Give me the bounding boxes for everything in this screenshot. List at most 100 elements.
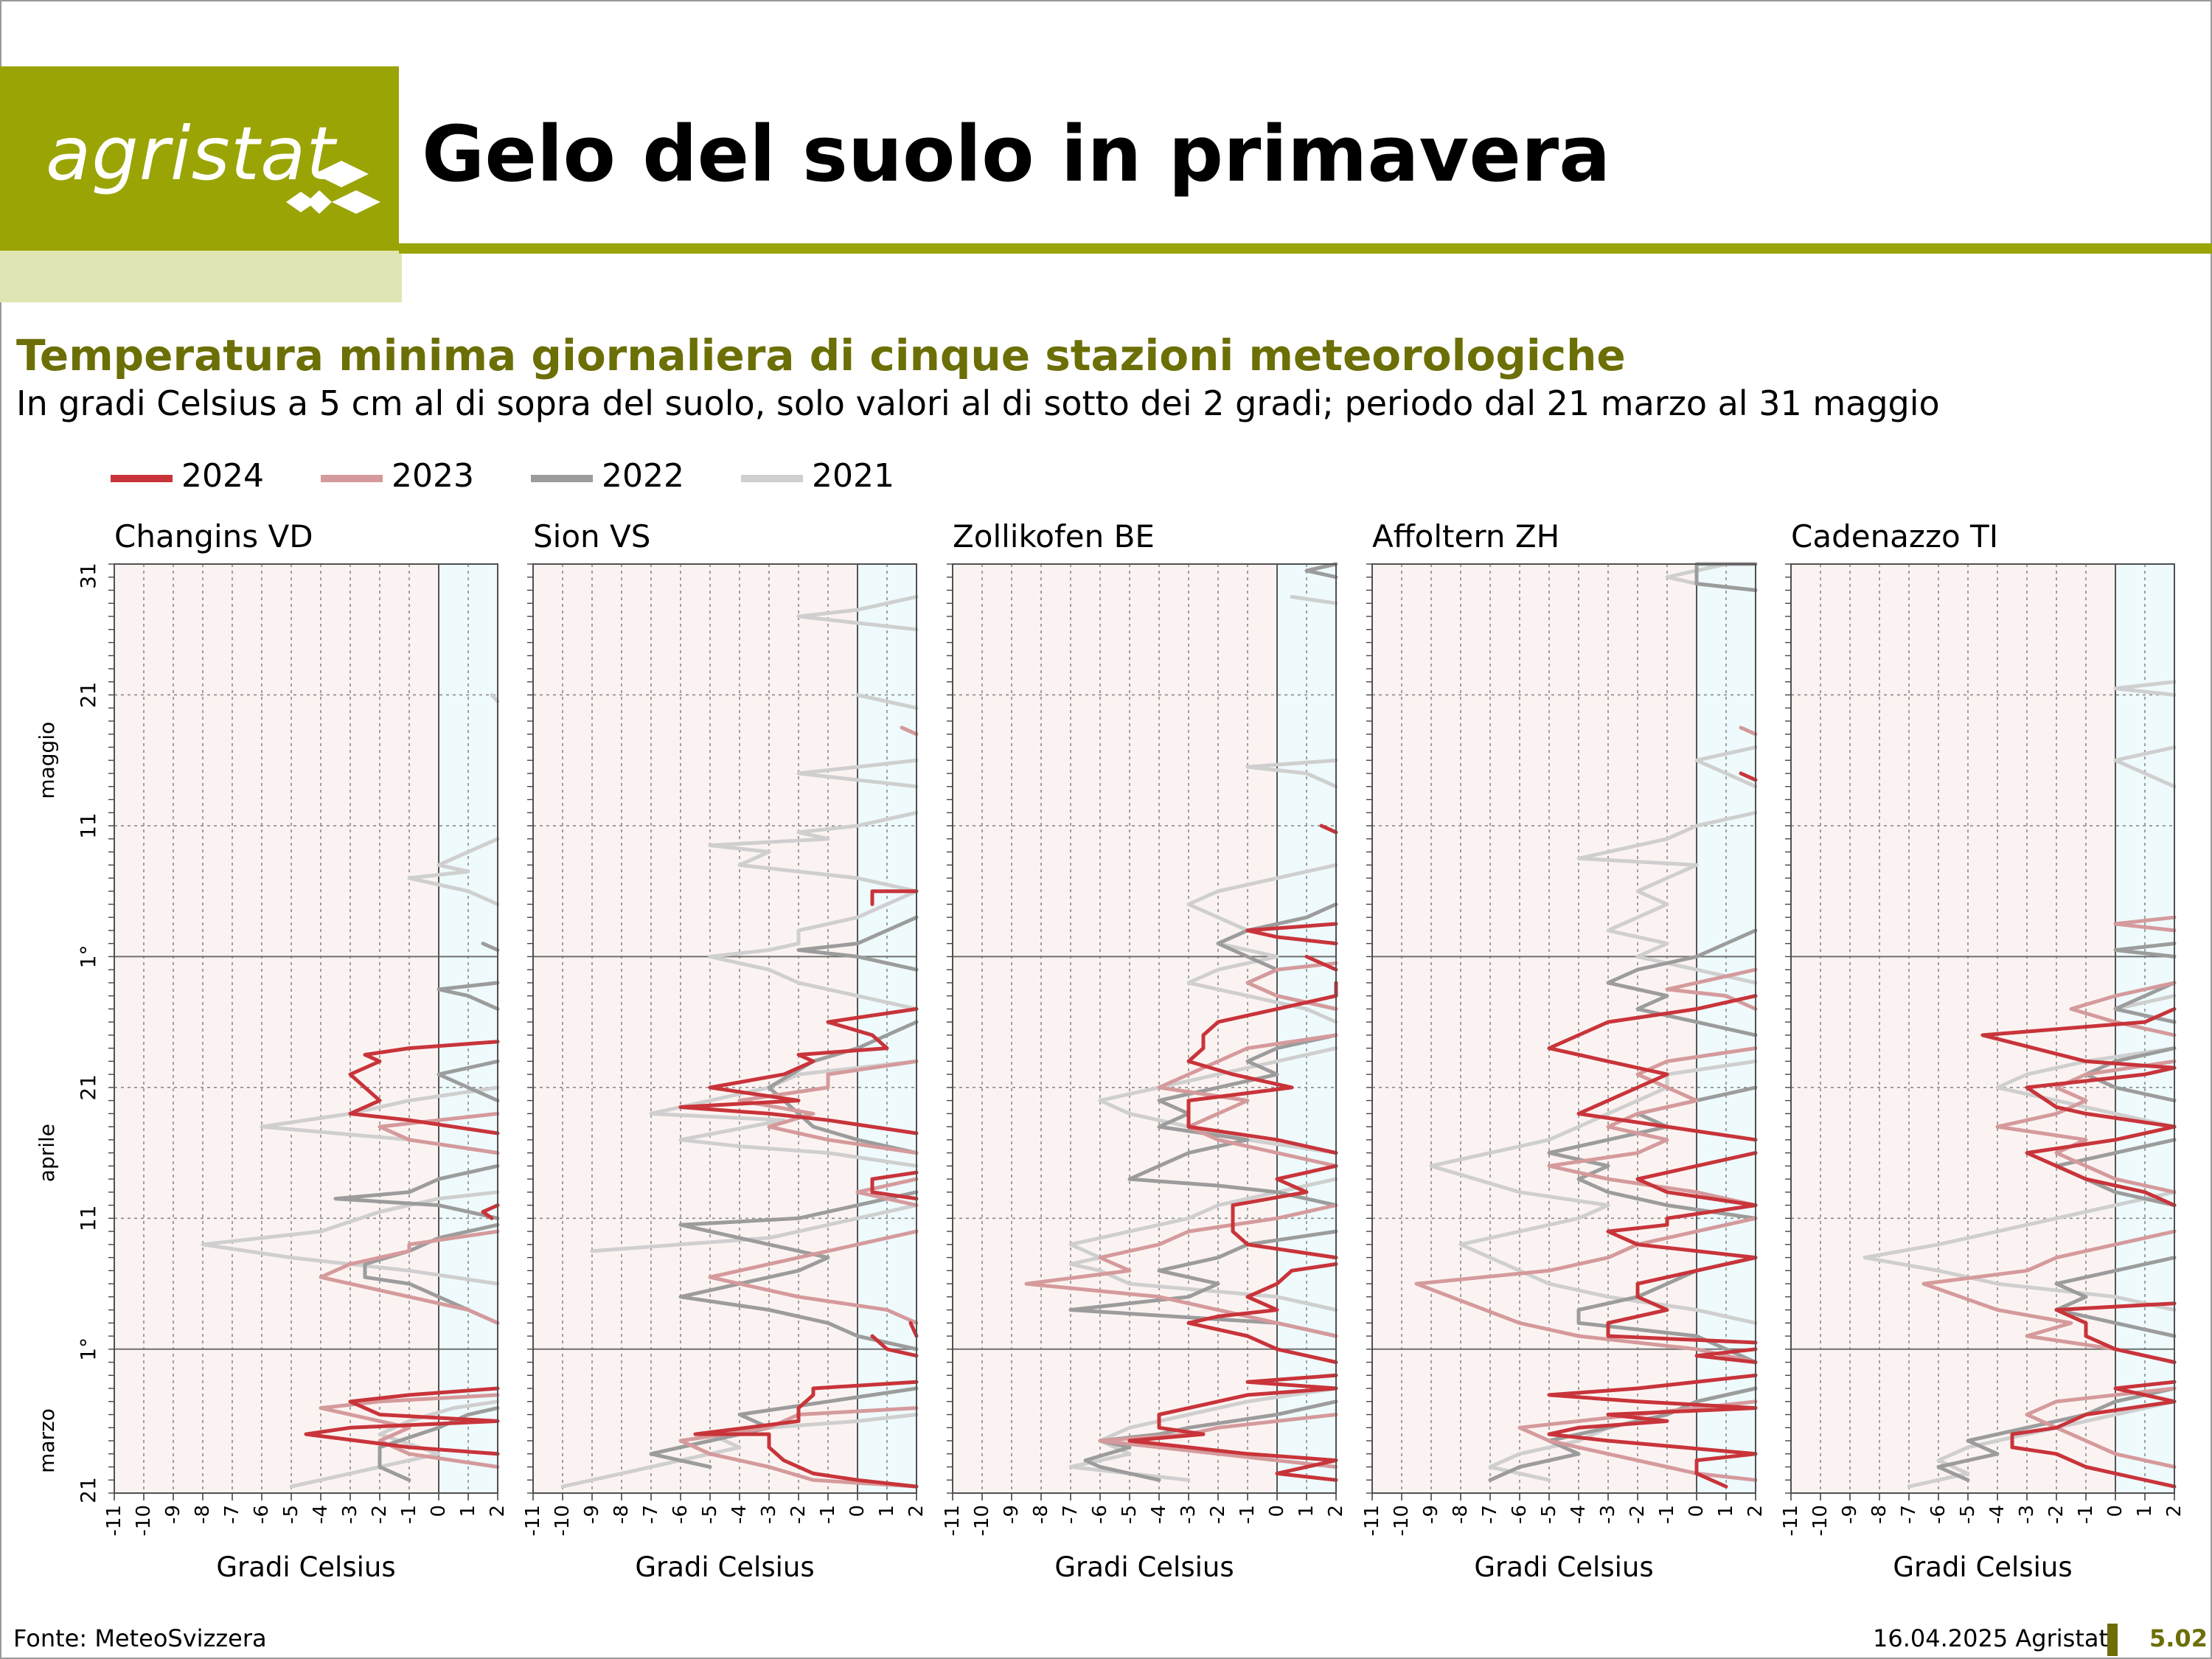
series-line-2021 bbox=[855, 693, 919, 710]
source-note: Fonte: MeteoSvizzera bbox=[13, 1624, 267, 1652]
series-line-2023 bbox=[319, 1229, 500, 1325]
series-line-2021 bbox=[1576, 810, 1758, 985]
x-tick-label: 1 bbox=[2134, 1505, 2156, 1517]
x-tick-label: -7 bbox=[1479, 1505, 1501, 1524]
plot-background bbox=[1372, 564, 1697, 1493]
y-tick-label: 1° bbox=[76, 1338, 100, 1361]
x-tick-label: -11 bbox=[1780, 1505, 1802, 1536]
x-tick-label: -11 bbox=[1361, 1505, 1383, 1536]
x-tick-label: -9 bbox=[581, 1505, 603, 1524]
series-line-2024 bbox=[693, 1380, 919, 1489]
x-tick-label: -5 bbox=[699, 1505, 721, 1524]
series-line-2023 bbox=[678, 1406, 919, 1489]
x-axis-label: Gradi Celsius bbox=[216, 1551, 395, 1583]
x-axis-label: Gradi Celsius bbox=[1474, 1551, 1653, 1583]
y-tick-label: 11 bbox=[76, 1206, 100, 1232]
x-tick-label: -4 bbox=[1148, 1505, 1170, 1524]
plot-frame bbox=[114, 563, 498, 1494]
series-line-2021 bbox=[1186, 863, 1338, 1024]
x-tick-label: -6 bbox=[669, 1505, 692, 1524]
series-line-2021 bbox=[1245, 758, 1338, 789]
y-tick-label: 21 bbox=[76, 1477, 100, 1503]
month-label: aprile bbox=[35, 1124, 59, 1182]
x-tick-label: -4 bbox=[728, 1505, 751, 1524]
series-line-2023 bbox=[2113, 915, 2177, 933]
legend-swatch bbox=[741, 475, 803, 482]
series-line-2022 bbox=[378, 1406, 500, 1482]
panel-title: Zollikofen BE bbox=[953, 518, 1155, 554]
series-line-2021 bbox=[649, 1059, 919, 1168]
x-tick-label: 1 bbox=[457, 1505, 479, 1517]
series-line-2024 bbox=[678, 1006, 919, 1135]
panel-title: Cadenazzo TI bbox=[1791, 518, 1998, 554]
y-tick-label: 21 bbox=[76, 1074, 100, 1101]
x-tick-label: 2 bbox=[1325, 1505, 1347, 1517]
series-line-2022 bbox=[1936, 1386, 2177, 1482]
series-line-2022 bbox=[363, 1222, 500, 1325]
series-line-2021 bbox=[1694, 745, 1758, 789]
series-line-2024 bbox=[908, 1321, 919, 1338]
x-tick-label: 2 bbox=[905, 1505, 928, 1517]
x-tick-label: -7 bbox=[1898, 1505, 1920, 1524]
series-line-2021 bbox=[560, 1413, 919, 1489]
x-tick-label: -10 bbox=[552, 1505, 574, 1536]
plot-background bbox=[114, 564, 439, 1493]
series-line-2023 bbox=[1245, 961, 1338, 1011]
logo-diamonds-icon bbox=[286, 161, 380, 214]
series-line-2021 bbox=[708, 889, 919, 1011]
x-tick-label: -3 bbox=[758, 1505, 780, 1524]
x-tick-label: -9 bbox=[1420, 1505, 1442, 1524]
series-line-2021 bbox=[1290, 594, 1338, 605]
footer-bar bbox=[2107, 1624, 2118, 1656]
x-tick-label: 0 bbox=[1686, 1505, 1708, 1517]
x-tick-label: -2 bbox=[1627, 1505, 1649, 1524]
series-line-2021 bbox=[407, 837, 500, 906]
x-tick-label: -8 bbox=[1868, 1505, 1891, 1524]
series-line-2024 bbox=[1739, 771, 1758, 782]
plot-background bbox=[533, 564, 858, 1493]
x-axis-label: Gradi Celsius bbox=[635, 1551, 814, 1583]
series-line-2024 bbox=[348, 1040, 500, 1135]
series-line-2024 bbox=[870, 1334, 919, 1358]
series-line-2023 bbox=[1547, 1046, 1758, 1208]
x-tick-label: 0 bbox=[1266, 1505, 1288, 1517]
legend-swatch bbox=[531, 475, 593, 482]
x-tick-label: 0 bbox=[2104, 1505, 2126, 1517]
x-tick-label: -11 bbox=[942, 1505, 964, 1536]
x-tick-label: 2 bbox=[2163, 1505, 2185, 1517]
series-line-2023 bbox=[378, 1111, 500, 1155]
series-line-2021 bbox=[1907, 1399, 2177, 1489]
x-tick-label: -1 bbox=[1237, 1505, 1259, 1524]
series-line-2021 bbox=[2113, 745, 2177, 789]
x-tick-label: -6 bbox=[1509, 1505, 1531, 1524]
series-line-2024 bbox=[1694, 1347, 1758, 1364]
series-line-2023 bbox=[900, 726, 919, 737]
series-line-2021 bbox=[490, 693, 500, 703]
x-tick-label: -8 bbox=[192, 1505, 214, 1524]
x-tick-label: -5 bbox=[280, 1505, 302, 1524]
panel-title: Affoltern ZH bbox=[1372, 518, 1559, 554]
plot-frame bbox=[1790, 563, 2175, 1494]
series-line-2024 bbox=[870, 1170, 919, 1201]
series-line-2022 bbox=[2113, 942, 2177, 959]
month-label: marzo bbox=[35, 1408, 59, 1473]
series-line-2022 bbox=[678, 1190, 919, 1352]
series-line-2022 bbox=[481, 942, 500, 952]
series-line-2023 bbox=[1098, 1413, 1338, 1469]
series-line-2022 bbox=[2054, 1256, 2177, 1338]
x-tick-label: -4 bbox=[310, 1505, 332, 1524]
x-tick-label: -3 bbox=[1597, 1505, 1619, 1524]
series-line-2021 bbox=[1068, 1386, 1338, 1482]
x-tick-label: -1 bbox=[1656, 1505, 1678, 1524]
panel-title: Changins VD bbox=[114, 518, 313, 554]
page-number: 5.02 bbox=[2149, 1624, 2208, 1652]
x-tick-label: -7 bbox=[640, 1505, 662, 1524]
y-tick-label: 11 bbox=[76, 813, 100, 839]
x-tick-label: -2 bbox=[2045, 1505, 2067, 1524]
series-line-2024 bbox=[1547, 1373, 1758, 1489]
x-tick-label: -3 bbox=[2016, 1505, 2038, 1524]
